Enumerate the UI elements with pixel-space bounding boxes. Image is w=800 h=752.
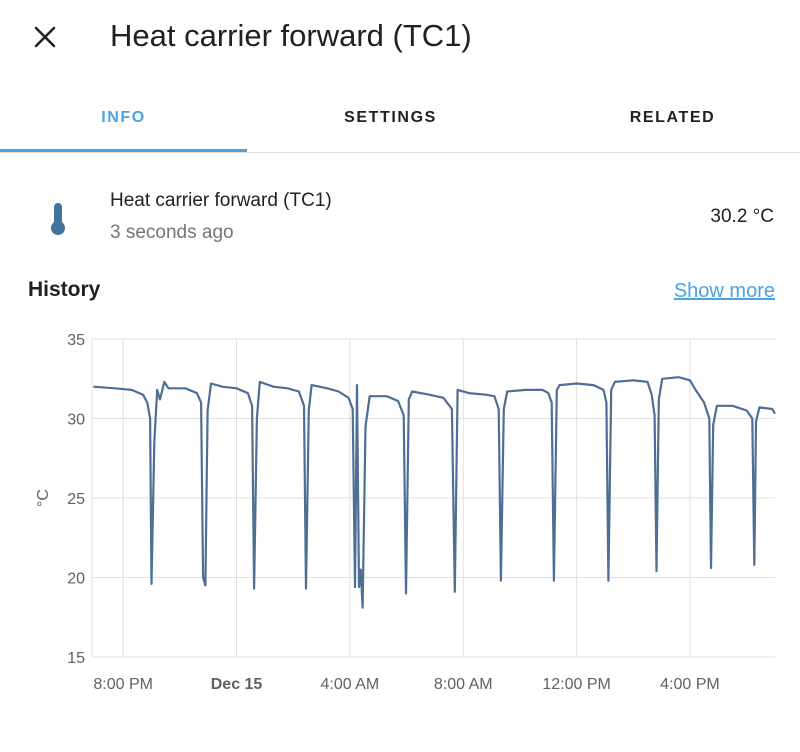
entity-state-value: 30.2 °C bbox=[710, 206, 774, 227]
dialog-header: Heat carrier forward (TC1) bbox=[0, 0, 800, 80]
dialog-title: Heat carrier forward (TC1) bbox=[110, 18, 472, 53]
history-chart-svg[interactable]: 35 30 25 20 15 8:00 PM Dec 15 4:00 AM 8:00 AM 12:… bbox=[0, 320, 800, 752]
close-button[interactable] bbox=[22, 14, 68, 60]
history-title: History bbox=[28, 278, 101, 301]
history-chart[interactable]: 35 30 25 20 15 8:00 PM Dec 15 4:00 AM 8:00 AM 12:… bbox=[0, 320, 800, 752]
last-changed: 3 seconds ago bbox=[110, 222, 234, 243]
tabs-divider bbox=[0, 152, 800, 153]
y-tick-label: 25 bbox=[67, 491, 85, 508]
x-tick-label: 12:00 PM bbox=[542, 676, 610, 693]
show-more-link[interactable]: Show more bbox=[673, 280, 775, 302]
y-tick-label: 35 bbox=[67, 332, 85, 349]
tab-related[interactable]: RELATED bbox=[629, 109, 716, 126]
thermometer-icon bbox=[51, 203, 65, 235]
x-tick-label: 8:00 AM bbox=[434, 676, 493, 693]
x-tick-label: Dec 15 bbox=[211, 676, 263, 693]
x-tick-label: 4:00 PM bbox=[660, 676, 720, 693]
close-icon bbox=[34, 26, 56, 48]
y-tick-label: 20 bbox=[67, 571, 85, 588]
tab-info[interactable]: INFO bbox=[101, 109, 146, 126]
tab-settings[interactable]: SETTINGS bbox=[344, 109, 437, 126]
y-axis-label: °C bbox=[35, 489, 52, 507]
y-tick-label: 30 bbox=[67, 412, 85, 429]
tab-bar: INFO SETTINGS RELATED bbox=[0, 84, 800, 154]
active-tab-indicator bbox=[0, 149, 247, 152]
entity-name: Heat carrier forward (TC1) bbox=[110, 190, 332, 211]
y-tick-label: 15 bbox=[67, 650, 85, 667]
x-tick-label: 4:00 AM bbox=[321, 676, 380, 693]
x-tick-label: 8:00 PM bbox=[93, 676, 153, 693]
series-line bbox=[93, 376, 776, 609]
entity-state-row: Heat carrier forward (TC1) 3 seconds ago… bbox=[0, 178, 800, 250]
